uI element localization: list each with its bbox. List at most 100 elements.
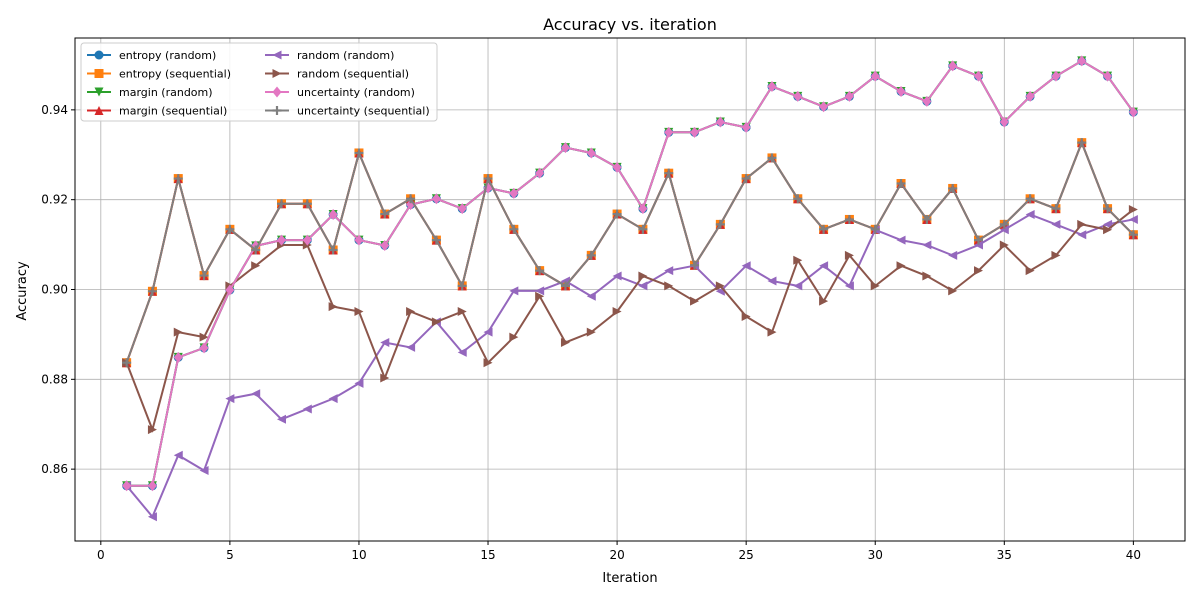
data-point-uncertainty-sequential: [612, 209, 622, 219]
data-point-uncertainty-sequential: [225, 224, 235, 234]
series-margin-sequential: [122, 138, 1138, 368]
data-point-uncertainty-sequential: [457, 281, 467, 291]
legend-label: uncertainty (random): [297, 86, 415, 99]
x-tick-label: 35: [997, 548, 1012, 562]
data-point-uncertainty-sequential: [999, 219, 1009, 229]
data-point-random-sequential: [147, 425, 157, 435]
data-point-uncertainty-sequential: [509, 224, 519, 234]
data-point-random-sequential: [896, 261, 906, 271]
data-point-uncertainty-random: [999, 116, 1009, 128]
axes: 0 5 10 15 20 25 30 35 40 0.86 0.88 0.90 0.92 0.94: [41, 37, 1186, 562]
data-point-uncertainty-random: [122, 480, 132, 492]
data-point-random-random: [406, 342, 416, 352]
data-point-random-sequential: [741, 311, 751, 321]
data-point-random-sequential: [1025, 266, 1035, 276]
x-tick-label: 5: [226, 548, 234, 562]
legend-label: uncertainty (sequential): [297, 105, 430, 118]
data-point-uncertainty-random: [896, 85, 906, 97]
data-point-uncertainty-sequential: [199, 271, 209, 281]
data-point-uncertainty-random: [638, 203, 648, 215]
data-point-uncertainty-sequential: [948, 183, 958, 193]
data-point-random-sequential: [1051, 250, 1061, 260]
data-point-uncertainty-sequential: [844, 214, 854, 224]
data-point-uncertainty-random: [767, 81, 777, 93]
data-point-uncertainty-random: [948, 60, 958, 72]
data-point-random-random: [380, 337, 390, 347]
x-tick-label: 0: [97, 548, 105, 562]
data-point-random-random: [922, 240, 932, 250]
data-point-uncertainty-sequential: [664, 168, 674, 178]
data-point-uncertainty-random: [715, 116, 725, 128]
data-point-random-random: [1051, 219, 1061, 229]
series-entropy-sequential: [122, 138, 1138, 368]
data-point-uncertainty-sequential: [406, 194, 416, 204]
data-point-uncertainty-sequential: [431, 235, 441, 245]
y-axis-label: Accuracy: [15, 261, 30, 321]
legend-label: margin (random): [119, 86, 213, 99]
data-point-random-random: [225, 394, 235, 404]
data-point-uncertainty-sequential: [1077, 138, 1087, 148]
data-point-random-sequential: [406, 307, 416, 317]
data-point-uncertainty-sequential: [896, 179, 906, 189]
data-point-random-sequential: [1077, 219, 1087, 229]
data-point-random-random: [277, 414, 287, 424]
legend: entropy (random) entropy (sequential) marg…: [80, 42, 438, 122]
data-point-random-sequential: [1128, 205, 1138, 215]
data-point-random-sequential: [844, 250, 854, 260]
legend-label: random (random): [297, 49, 394, 62]
x-tick-label: 15: [480, 548, 495, 562]
data-point-uncertainty-sequential: [690, 260, 700, 270]
data-point-uncertainty-sequential: [586, 250, 596, 260]
data-point-random-random: [999, 225, 1009, 235]
data-point-random-sequential: [612, 307, 622, 317]
legend-item-margin-sequential: margin (sequential): [87, 105, 227, 118]
data-point-random-sequential: [431, 317, 441, 327]
data-point-uncertainty-sequential: [302, 199, 312, 209]
data-point-random-sequential: [973, 266, 983, 276]
data-point-random-sequential: [173, 327, 183, 337]
data-point-uncertainty-random: [199, 342, 209, 354]
data-point-random-sequential: [535, 291, 545, 301]
data-point-random-random: [586, 291, 596, 301]
data-point-uncertainty-random: [147, 480, 157, 492]
data-point-uncertainty-sequential: [715, 219, 725, 229]
data-point-uncertainty-sequential: [767, 153, 777, 163]
series-uncertainty-random: [122, 55, 1138, 492]
series-line-margin-random: [126, 59, 1135, 487]
data-point-uncertainty-sequential: [328, 245, 338, 255]
chart-title: Accuracy vs. iteration: [543, 15, 717, 34]
x-tick-label: 30: [868, 548, 883, 562]
data-point-uncertainty-random: [560, 142, 570, 154]
data-point-uncertainty-random: [922, 95, 932, 107]
data-point-random-sequential: [715, 281, 725, 291]
data-point-random-random: [173, 450, 183, 460]
data-point-random-sequential: [199, 332, 209, 342]
data-point-random-random: [509, 286, 519, 296]
series-line-uncertainty-random: [126, 59, 1135, 487]
data-point-random-random: [1077, 230, 1087, 240]
data-point-random-random: [328, 394, 338, 404]
data-point-random-random: [251, 389, 261, 399]
data-point-random-sequential: [664, 281, 674, 291]
data-point-uncertainty-random: [1025, 90, 1035, 102]
legend-label: entropy (random): [119, 49, 216, 62]
data-point-random-sequential: [483, 358, 493, 368]
legend-marker: [272, 106, 282, 115]
data-point-uncertainty-sequential: [1128, 230, 1138, 240]
data-point-uncertainty-sequential: [560, 281, 570, 291]
legend-marker: [272, 86, 282, 98]
data-point-random-sequential: [509, 332, 519, 342]
legend-item-uncertainty-random: uncertainty (random): [265, 86, 415, 99]
legend-marker: [272, 50, 282, 60]
data-point-random-sequential: [922, 271, 932, 281]
x-tick-label: 25: [739, 548, 754, 562]
data-point-uncertainty-sequential: [819, 224, 829, 234]
data-point-uncertainty-sequential: [1025, 194, 1035, 204]
data-point-uncertainty-random: [819, 101, 829, 113]
data-point-uncertainty-sequential: [973, 235, 983, 245]
data-point-random-sequential: [560, 337, 570, 347]
data-point-random-random: [767, 276, 777, 286]
data-point-uncertainty-random: [1128, 106, 1138, 118]
data-point-random-random: [1103, 219, 1113, 229]
legend-marker: [94, 69, 104, 78]
